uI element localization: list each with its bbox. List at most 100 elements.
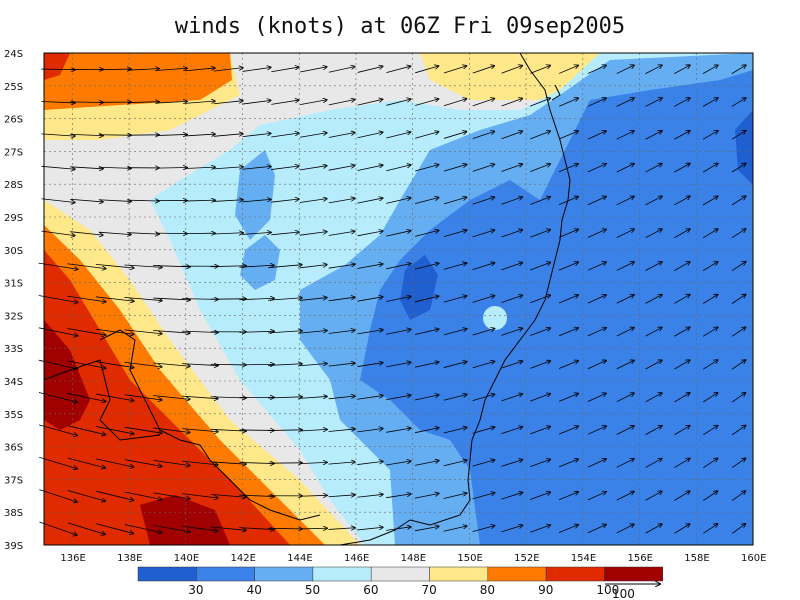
wind-vector <box>616 164 634 173</box>
wind-vector <box>443 493 467 499</box>
wind-vector <box>41 198 74 203</box>
wind-vector <box>268 430 302 431</box>
wind-vector <box>674 262 689 271</box>
wind-vector <box>242 133 270 138</box>
wind-vector <box>41 134 75 136</box>
wind-vector <box>501 361 522 369</box>
wind-vector <box>41 101 75 102</box>
wind-vector <box>386 362 411 368</box>
colorbar-swatch <box>312 566 372 582</box>
wind-vector <box>616 393 634 403</box>
wind-vector <box>414 526 439 532</box>
wind-vector <box>127 69 159 71</box>
wind-vector <box>357 461 383 465</box>
wind-vector <box>386 395 411 401</box>
wind-vector <box>156 167 187 168</box>
colorbar-swatch <box>254 566 314 582</box>
wind-vector <box>153 362 190 366</box>
colorbar-label: 40 <box>247 583 262 597</box>
wind-vector <box>674 98 690 107</box>
wind-vector <box>67 457 106 468</box>
wind-vector <box>386 264 410 270</box>
wind-vector <box>127 102 159 103</box>
wind-vector <box>299 199 327 203</box>
wind-vector <box>38 295 78 302</box>
colorbar-swatch <box>429 566 489 582</box>
wind-vector <box>98 231 131 234</box>
wind-vector <box>67 360 105 368</box>
wind-vector <box>182 460 218 465</box>
wind-vector <box>731 229 746 239</box>
wind-vector <box>587 229 606 238</box>
wind-vector <box>41 69 75 70</box>
wind-vector <box>587 492 606 501</box>
wind-vector <box>501 492 522 500</box>
wind-vector <box>156 134 187 135</box>
wind-vector <box>587 295 606 304</box>
wind-vector <box>472 131 495 139</box>
wind-vector <box>645 98 662 107</box>
wind-vector <box>443 362 467 368</box>
wind-vector <box>731 294 746 304</box>
wind-vector <box>184 200 215 201</box>
wind-vector <box>39 456 77 468</box>
wind-vector <box>558 492 578 501</box>
wind-vector <box>271 67 298 73</box>
wind-vector <box>242 166 270 170</box>
wind-vector <box>96 426 133 433</box>
wind-vector <box>38 359 78 369</box>
wind-vector <box>96 523 133 534</box>
wind-vector <box>558 131 578 140</box>
wind-vector <box>386 494 411 499</box>
wind-vector <box>328 165 355 171</box>
wind-vector <box>558 393 578 402</box>
wind-vector <box>558 426 578 435</box>
wind-vector <box>645 262 662 271</box>
wind-vector <box>616 196 634 206</box>
wind-vector <box>501 98 523 107</box>
wind-vector <box>443 460 467 467</box>
wind-vector <box>127 200 159 201</box>
wind-vector <box>41 230 75 235</box>
wind-vector <box>703 327 717 337</box>
wind-vector <box>67 328 105 336</box>
wind-vector <box>645 295 662 304</box>
wind-vector <box>731 491 745 501</box>
wind-vector <box>530 427 550 435</box>
wind-vector <box>239 298 274 300</box>
wind-vector <box>501 460 522 467</box>
band-40-50-patch-b <box>240 235 280 290</box>
wind-vector <box>67 522 105 534</box>
wind-vector <box>124 491 162 499</box>
wind-vector <box>124 264 162 267</box>
wind-vector <box>703 393 717 403</box>
wind-vector <box>443 296 467 303</box>
wind-vector <box>41 165 75 169</box>
wind-vector <box>268 364 302 366</box>
lon-label: 138E <box>117 553 142 564</box>
wind-vector <box>268 397 302 398</box>
wind-vector <box>415 66 438 74</box>
wind-vector <box>530 131 550 140</box>
wind-vector <box>558 98 578 107</box>
wind-vector <box>645 65 661 74</box>
wind-vector <box>702 229 718 239</box>
wind-vector <box>501 197 523 205</box>
wind-vector <box>328 396 355 400</box>
wind-vector <box>674 196 690 206</box>
wind-vector <box>530 459 550 468</box>
coastline <box>43 52 571 546</box>
wind-vector <box>328 297 355 302</box>
wind-vector <box>443 66 466 74</box>
wind-vector <box>357 297 382 302</box>
colorbar-swatch <box>604 566 663 582</box>
wind-vector <box>210 526 246 530</box>
wind-vector <box>414 493 439 499</box>
wind-vector <box>153 427 189 433</box>
wind-vector <box>386 66 410 74</box>
wind-vector <box>703 360 717 370</box>
lon-label: 146E <box>344 553 369 564</box>
wind-vector <box>702 262 718 271</box>
wind-vector <box>299 232 327 236</box>
map-title: winds (knots) at 06Z Fri 09sep2005 <box>174 14 626 39</box>
